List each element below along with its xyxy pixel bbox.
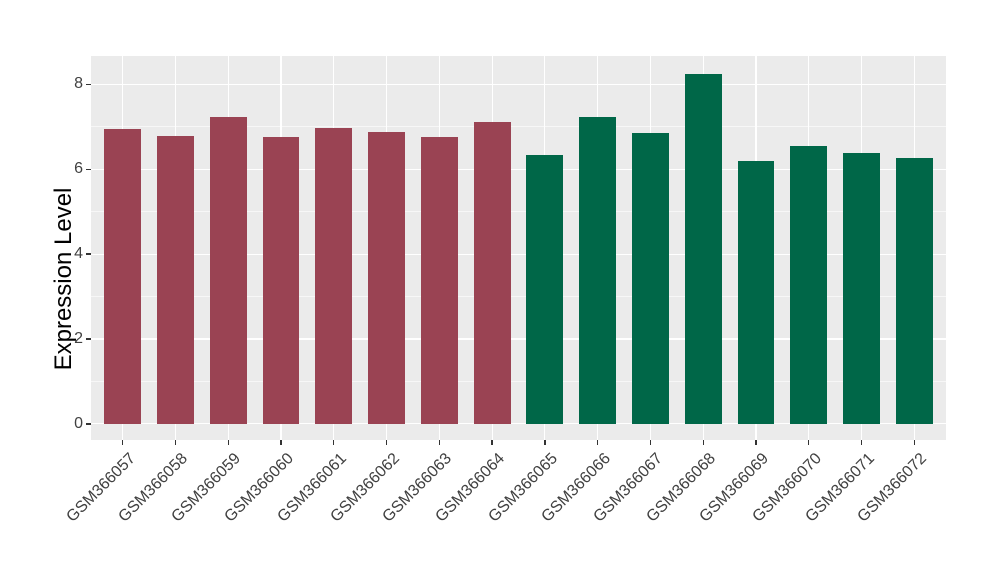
x-tick-label-GSM366065: GSM366065: [485, 450, 561, 526]
bar-GSM366064: [473, 121, 511, 424]
bar-GSM366069: [737, 160, 775, 424]
bar-GSM366058: [156, 135, 194, 424]
x-tick-GSM366061: [333, 440, 335, 445]
gridline-major-y-6: [91, 168, 946, 170]
bar-GSM366059: [209, 117, 247, 424]
gridline-major-y-4: [91, 253, 946, 255]
bar-GSM366057: [104, 128, 142, 424]
x-tick-GSM366062: [385, 440, 388, 445]
x-tick-GSM366063: [438, 440, 441, 445]
x-tick-label-GSM366060: GSM366060: [221, 450, 298, 526]
gridline-minor-y-7: [91, 126, 946, 128]
gridline-major-y-0: [91, 423, 946, 425]
plot-panel: [91, 56, 946, 440]
gridline-major-y-2: [91, 338, 946, 340]
x-tick-GSM366071: [860, 440, 863, 445]
bar-GSM366072: [895, 157, 933, 424]
bar-GSM366061: [315, 128, 353, 424]
gridline-major-y-8: [91, 83, 946, 86]
x-tick-GSM366067: [649, 440, 652, 445]
y-tick-6: [86, 168, 91, 170]
x-tick-label-GSM366070: GSM366070: [749, 450, 825, 526]
x-tick-label-GSM366072: GSM366072: [854, 450, 931, 526]
y-tick-label-8: 8: [74, 75, 83, 93]
x-tick-GSM366066: [596, 440, 599, 445]
bar-GSM366070: [790, 145, 828, 424]
x-tick-label-GSM366069: GSM366069: [696, 450, 773, 526]
x-tick-GSM366059: [227, 440, 229, 445]
x-tick-GSM366070: [808, 440, 810, 445]
x-tick-GSM366060: [280, 440, 282, 445]
gridline-minor-y-3: [91, 296, 946, 298]
y-tick-2: [86, 338, 91, 340]
bar-GSM366071: [843, 152, 881, 424]
y-tick-label-4: 4: [74, 245, 83, 263]
bar-GSM366062: [368, 131, 406, 424]
bar-GSM366060: [262, 137, 300, 424]
y-tick-4: [86, 253, 91, 255]
bar-GSM366065: [526, 155, 564, 424]
x-tick-GSM366065: [544, 440, 546, 445]
y-tick-8: [86, 83, 91, 86]
x-tick-GSM366072: [913, 440, 916, 445]
y-tick-label-2: 2: [74, 330, 83, 347]
bar-GSM366067: [631, 132, 669, 424]
x-tick-GSM366058: [174, 440, 177, 445]
bar-GSM366066: [579, 117, 617, 424]
y-tick-label-6: 6: [74, 160, 83, 178]
x-tick-GSM366068: [702, 440, 704, 445]
x-tick-label-GSM366061: GSM366061: [274, 450, 350, 526]
x-tick-GSM366057: [121, 440, 124, 445]
y-tick-label-0: 0: [74, 414, 83, 432]
y-tick-0: [86, 423, 91, 425]
gridline-minor-y-5: [91, 211, 946, 213]
x-tick-label-GSM366064: GSM366064: [432, 450, 509, 526]
bar-GSM366068: [684, 73, 722, 424]
bar-GSM366063: [420, 137, 458, 424]
x-tick-GSM366064: [491, 440, 493, 445]
gridline-minor-y-1: [91, 380, 946, 382]
x-tick-GSM366069: [755, 440, 757, 445]
